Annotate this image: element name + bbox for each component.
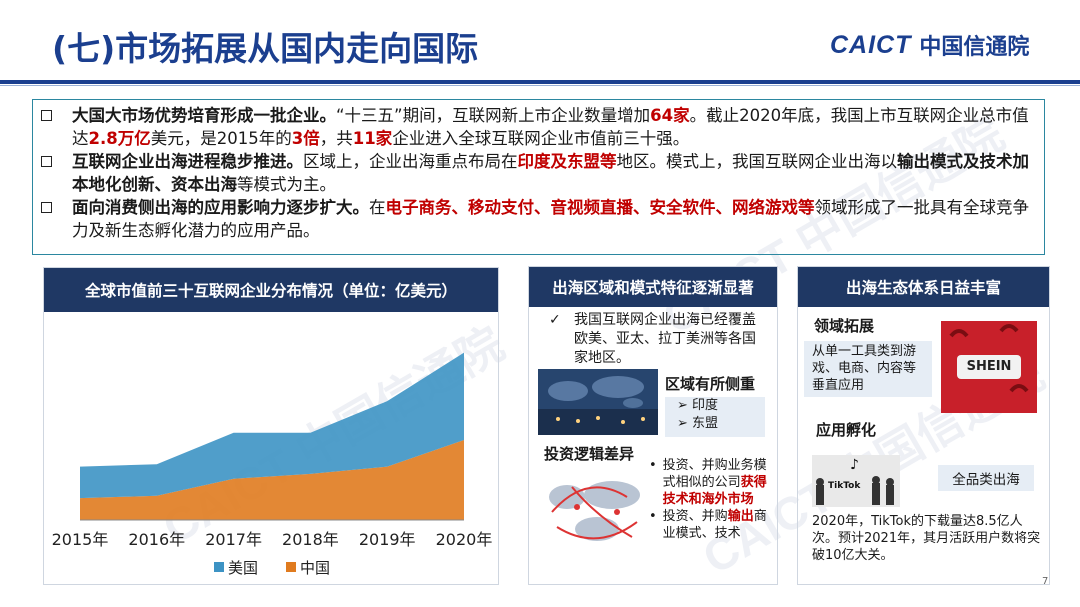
tiktok-note: 2020年，TikTok的下载量达8.5亿人次。预计2021年，其月活跃用户数将… bbox=[812, 514, 1041, 563]
tiktok-logo-text: TikTok bbox=[828, 481, 861, 491]
square-bullet-icon bbox=[41, 156, 52, 167]
legend-swatch bbox=[214, 562, 224, 572]
text-run: 商业模式、技术 bbox=[662, 509, 767, 541]
invest-title: 投资逻辑差异 bbox=[544, 445, 635, 463]
invest-list: • 投资、并购业务模式相似的公司获得技术和海外市场 • 投资、并购输出商业模式、技术 bbox=[649, 457, 773, 542]
region-item: ➢ 东盟 bbox=[677, 416, 719, 431]
tiktok-image: ♪ bbox=[812, 455, 900, 507]
x-tick-label: 2017年 bbox=[205, 530, 262, 549]
emphasis-text: 互联网企业出海进程稳步推进。 bbox=[72, 152, 303, 171]
x-tick-label: 2015年 bbox=[52, 530, 109, 549]
highlight-text: 2.8万亿 bbox=[88, 129, 151, 148]
highlight-text: 64家 bbox=[650, 106, 690, 125]
logo-cn: 中国信通院 bbox=[919, 35, 1030, 60]
text-run: 美元，是2015年的 bbox=[150, 129, 292, 148]
ecosystem-panel: 出海生态体系日益丰富 领域拓展 从单一工具类到游戏、电商、内容等垂直应用 SHE… bbox=[797, 266, 1050, 585]
region-mode-heading: 出海区域和模式特征逐渐显著 bbox=[529, 267, 777, 307]
bullet-item: 面向消费侧出海的应用影响力逐步扩大。在电子商务、移动支付、音视频直播、安全软件、… bbox=[41, 196, 1036, 242]
region-mode-panel: 出海区域和模式特征逐渐显著 ✓ 我国互联网企业出海已经覆盖欧美、亚太、拉丁美洲等… bbox=[528, 266, 778, 585]
world-map-image bbox=[538, 369, 658, 435]
arrow-icon: ➢ bbox=[677, 416, 693, 431]
region-item: ➢ 印度 bbox=[677, 398, 719, 413]
legend-swatch bbox=[286, 562, 296, 572]
legend-label: 中国 bbox=[300, 559, 330, 577]
field-title: 领域拓展 bbox=[814, 317, 875, 335]
emphasis-text: 面向消费侧出海的应用影响力逐步扩大。 bbox=[72, 198, 369, 217]
x-tick-label: 2018年 bbox=[282, 530, 339, 549]
emphasis-text: 输出模式及技术加本地化创新、资本出海 bbox=[72, 152, 1029, 194]
series-area-1 bbox=[80, 352, 464, 499]
chart-panel: 全球市值前三十互联网企业分布情况（单位：亿美元） 2015年 2016年 2017年… bbox=[43, 267, 499, 585]
incubate-title: 应用孵化 bbox=[816, 421, 877, 439]
text-run: 投资、并购业务模式相似的公司 bbox=[662, 458, 767, 490]
ecosystem-heading: 出海生态体系日益丰富 bbox=[798, 267, 1049, 307]
invest-item: • 投资、并购输出商业模式、技术 bbox=[649, 508, 773, 542]
highlight-text: 3倍 bbox=[291, 129, 320, 148]
arrow-icon: ➢ bbox=[677, 398, 693, 413]
text-run: 企业进入全球互联网企业市值前三十强。 bbox=[392, 129, 690, 148]
intro-text: 我国互联网企业出海已经覆盖欧美、亚太、拉丁美洲等各国家地区。 bbox=[574, 312, 756, 366]
bullet-text: 面向消费侧出海的应用影响力逐步扩大。在电子商务、移动支付、音视频直播、安全软件、… bbox=[72, 196, 1036, 242]
chart-heading: 全球市值前三十互联网企业分布情况（单位：亿美元） bbox=[44, 268, 498, 312]
text-run: 等模式为主。 bbox=[237, 175, 336, 194]
page-number: 7 bbox=[1042, 576, 1049, 587]
header-divider-thin bbox=[0, 85, 1080, 86]
legend-label: 美国 bbox=[228, 559, 258, 577]
text-run: 在 bbox=[369, 198, 386, 217]
svg-text:♪: ♪ bbox=[850, 457, 859, 473]
bullet-text: 互联网企业出海进程稳步推进。区域上，企业出海重点布局在印度及东盟等地区。模式上，… bbox=[72, 150, 1036, 196]
text-run: ，共 bbox=[319, 129, 353, 148]
highlight-text: 电子商务、移动支付、音视频直播、安全软件、网络游戏等 bbox=[385, 198, 815, 217]
bullet-item: 大国大市场优势培育形成一批企业。“十三五”期间，互联网新上市企业数量增加64家。… bbox=[41, 104, 1036, 150]
text-run: “十三五”期间，互联网新上市企业数量增加 bbox=[336, 106, 651, 125]
dot-bullet-icon: • bbox=[649, 509, 657, 524]
category-label: 全品类出海 bbox=[938, 465, 1034, 491]
emphasis-text: 大国大市场优势培育形成一批企业。 bbox=[72, 106, 336, 125]
x-tick-label: 2019年 bbox=[359, 530, 416, 549]
bullet-item: 互联网企业出海进程稳步推进。区域上，企业出海重点布局在印度及东盟等地区。模式上，… bbox=[41, 150, 1036, 196]
check-icon: ✓ bbox=[549, 312, 561, 328]
text-run: 领域形成了一批具有全球竞争力及新生态孵化潜力的应用产品。 bbox=[72, 198, 1029, 240]
caict-logo: CAICT 中国信通院 bbox=[830, 30, 1030, 61]
bullet-text: 大国大市场优势培育形成一批企业。“十三五”期间，互联网新上市企业数量增加64家。… bbox=[72, 104, 1036, 150]
highlight-text: 11家 bbox=[352, 129, 393, 148]
field-text: 从单一工具类到游戏、电商、内容等垂直应用 bbox=[804, 341, 932, 397]
square-bullet-icon bbox=[41, 110, 52, 121]
invest-item: • 投资、并购业务模式相似的公司获得技术和海外市场 bbox=[649, 457, 773, 508]
highlight-text: 获得技术和海外市场 bbox=[662, 475, 767, 507]
logo-en: CAICT bbox=[830, 30, 912, 59]
header-divider bbox=[0, 80, 1080, 84]
region-list: ➢ 印度 ➢ 东盟 bbox=[665, 397, 765, 437]
shein-logo-image bbox=[941, 321, 1037, 413]
x-tick-label: 2020年 bbox=[436, 530, 493, 549]
text-run: 地区。模式上，我国互联网企业出海以 bbox=[616, 152, 898, 171]
text-run: 。截止2020年底，我国上市互联网企业总市值达 bbox=[72, 106, 1029, 148]
text-run: 区域上，企业出海重点布局在 bbox=[303, 152, 518, 171]
globe-network-image bbox=[537, 467, 649, 555]
x-tick-label: 2016年 bbox=[128, 530, 185, 549]
series-area-0 bbox=[80, 439, 464, 520]
text-run: 投资、并购 bbox=[662, 509, 728, 524]
dot-bullet-icon: • bbox=[649, 458, 657, 473]
square-bullet-icon bbox=[41, 202, 52, 213]
shein-logo-text: SHEIN bbox=[966, 359, 1012, 374]
summary-box: 大国大市场优势培育形成一批企业。“十三五”期间，互联网新上市企业数量增加64家。… bbox=[32, 99, 1045, 255]
highlight-text: 印度及东盟等 bbox=[517, 152, 617, 171]
page-title: (七)市场拓展从国内走向国际 bbox=[52, 29, 479, 68]
region-title: 区域有所侧重 bbox=[665, 375, 756, 393]
highlight-text: 输出 bbox=[727, 509, 754, 524]
